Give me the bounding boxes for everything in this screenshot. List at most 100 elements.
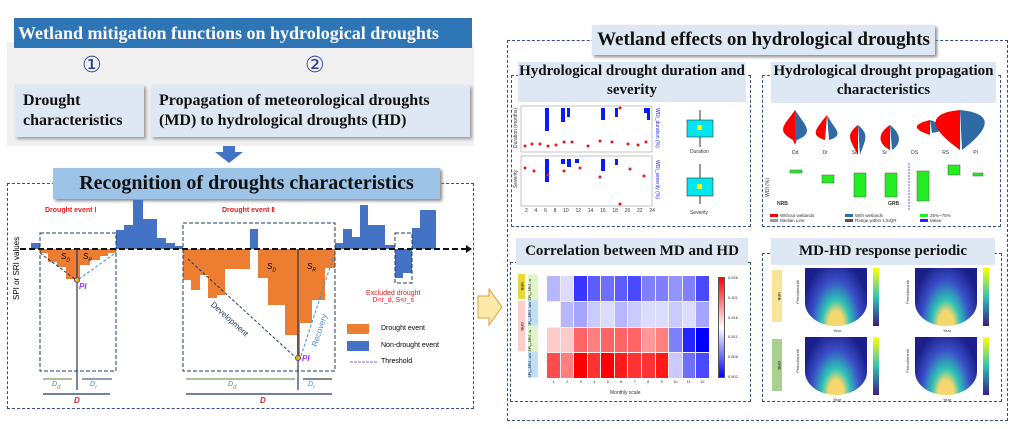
legend-drought: Drought event xyxy=(381,325,425,332)
heatmap-cell xyxy=(614,276,628,301)
wdi-severity-axis-label: WDI_severity (%) xyxy=(654,160,660,199)
legend-label: Median Line xyxy=(780,218,805,223)
heatmap-cell xyxy=(628,301,642,327)
number-one: ① xyxy=(82,53,102,78)
heatmap-cell xyxy=(669,276,682,301)
heatmap-x-tick: 3 xyxy=(579,379,582,384)
number-two: ② xyxy=(305,53,325,78)
legend-non-drought-swatch xyxy=(347,341,369,351)
heatmap-cell xyxy=(574,327,587,353)
y-axis-label: SPI or SRI values xyxy=(12,236,21,300)
legend-item: Median Line xyxy=(770,218,845,223)
legend-item: 25%~75% xyxy=(920,213,995,218)
heatmap-x-tick: 10 xyxy=(673,379,678,384)
d-label-2: D xyxy=(260,396,266,405)
pi-label-2: PI xyxy=(302,354,310,363)
x-tick: 14 xyxy=(587,208,594,214)
right-arrow-icon xyxy=(477,288,503,326)
heatmap-x-tick: 8 xyxy=(647,379,650,384)
drought-event-2-area xyxy=(183,249,335,358)
heatmap-cell xyxy=(574,276,587,301)
wavelet-x-label: Year xyxy=(943,328,952,333)
legend-swatch xyxy=(845,214,853,217)
legend-swatch xyxy=(770,219,778,222)
wavelet-y-label: Period/month xyxy=(905,280,910,304)
event-1-label: Drought event Ⅰ xyxy=(45,207,97,214)
legend-swatch xyxy=(770,214,778,217)
wavelet-y-label: Period/month xyxy=(795,280,800,304)
wavelet-spectrum xyxy=(805,268,867,326)
violin-label: Dr xyxy=(822,150,828,156)
legend-threshold: Threshold xyxy=(381,358,413,365)
correlation-heatmap xyxy=(547,276,709,378)
heatmap-cell xyxy=(560,276,574,301)
heatmap-x-tick: 6 xyxy=(620,379,623,384)
main-title: Wetland mitigation functions on hydrolog… xyxy=(14,18,472,48)
x-tick: 16 xyxy=(600,208,606,214)
heatmap-cell xyxy=(547,301,560,327)
wetland-effects-title: Wetland effects on hydrological droughts xyxy=(592,25,935,55)
wavelet-x-label: Year xyxy=(833,397,842,402)
heatmap-x-tick: 9 xyxy=(660,379,663,384)
propagation-chart xyxy=(783,110,985,210)
duration-axis-label: Duration (months) xyxy=(513,108,519,149)
monthly-scale-label: Monthly scale xyxy=(610,390,641,396)
legend-non-drought: Non-drought event xyxy=(381,342,439,349)
heatmap-cell xyxy=(601,353,614,378)
x-tick: 24 xyxy=(649,208,655,214)
heatmap-cell xyxy=(669,327,682,353)
heatmap-cell xyxy=(614,327,628,353)
heatmap-cell xyxy=(574,353,587,378)
propagation-legend: Without wetlands With wetlands 25%~75% Medi… xyxy=(770,213,995,223)
heatmap-cell xyxy=(655,276,669,301)
excluded-drought-label: Excluded drought D<r_d, S<r_s xyxy=(366,290,421,304)
violins xyxy=(783,110,985,155)
wavelet-y-label: Period/month xyxy=(795,349,800,373)
heatmap-cell xyxy=(547,276,560,301)
heatmap-cell xyxy=(601,276,614,301)
legend-label: With wetlands xyxy=(855,213,884,218)
event-2-label: Drought event Ⅱ xyxy=(222,207,275,214)
legend-item: With wetlands xyxy=(845,213,920,218)
legend-item: Range within 1.5IQR xyxy=(845,218,920,223)
heatmap-cell xyxy=(560,301,574,327)
x-tick: 22 xyxy=(637,208,643,214)
heatmap-row-label: SPI₁₁-SRI1 -w/o xyxy=(528,300,538,326)
heatmap-cell xyxy=(560,327,574,353)
x-tick: 2 xyxy=(525,208,528,214)
heatmap-cell xyxy=(696,276,709,301)
event-2-box xyxy=(182,222,336,372)
heatmap-cell xyxy=(574,301,587,327)
sd-label-1: SD xyxy=(61,252,70,264)
drought-diagram xyxy=(20,200,472,395)
heatmap-row-label: SPI₁₁-SRI1 -w/o xyxy=(528,351,538,377)
wavelet-x-label: Year xyxy=(833,328,842,333)
legend-swatch xyxy=(920,219,928,222)
violin-label: DS xyxy=(911,150,919,156)
heatmap-cell xyxy=(587,327,601,353)
x-tick: 8 xyxy=(553,208,557,214)
heatmap-cell xyxy=(669,353,682,378)
heatmap-cell xyxy=(587,276,601,301)
heatmap-cell xyxy=(696,301,709,327)
nrb-label: NRB xyxy=(777,201,788,207)
nrb-basin-tag: NRB xyxy=(518,274,525,299)
drought-characteristics-box: Drought characteristics xyxy=(15,85,144,137)
heatmap-cell xyxy=(547,327,560,353)
severity-box-label: Severity xyxy=(690,210,709,216)
heatmap-cell xyxy=(587,353,601,378)
heatmap-cell xyxy=(682,353,696,378)
heatmap-cell xyxy=(547,353,560,378)
heatmap-x-tick: 1 xyxy=(552,379,555,384)
wavelet-colorbar xyxy=(873,337,879,395)
heatmap-x-tick: 5 xyxy=(606,379,609,384)
excluded-box xyxy=(394,232,413,284)
grb-wavelet-tag: GRB xyxy=(772,339,782,391)
colorbar-tick: 0.802 xyxy=(728,373,739,379)
x-tick: 10 xyxy=(563,208,569,214)
d-label-1: D xyxy=(74,396,80,405)
heatmap-cell xyxy=(655,301,669,327)
heatmap-cell xyxy=(614,353,628,378)
violin-label: PI xyxy=(973,150,978,156)
sr-label-1: SR xyxy=(83,252,92,264)
